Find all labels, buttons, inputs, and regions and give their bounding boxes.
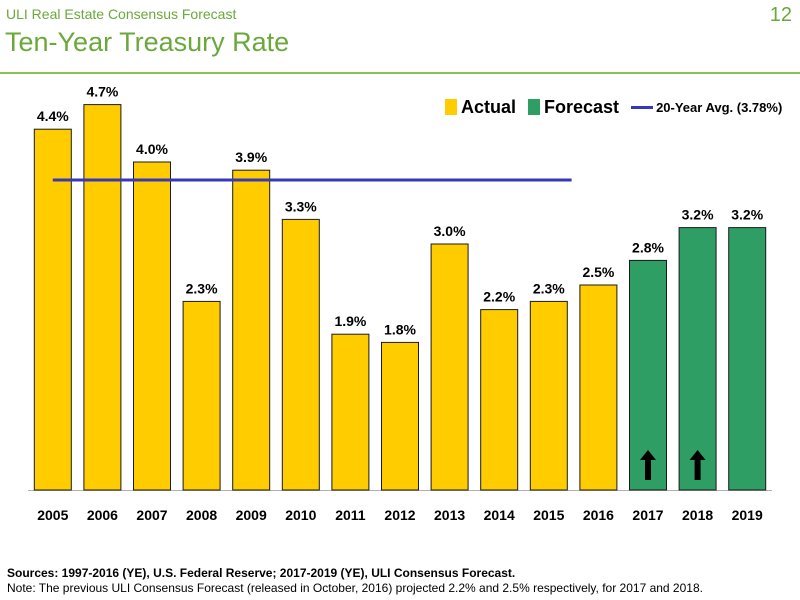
- bar-2006: [83, 104, 122, 491]
- page-number: 12: [769, 4, 792, 26]
- data-label-2014: 2.2%: [483, 289, 515, 305]
- legend-label-average: 20-Year Avg. (3.78%): [656, 99, 783, 115]
- data-label-2006: 4.7%: [86, 84, 118, 100]
- bar-2019: [728, 227, 767, 491]
- legend-label-forecast: Forecast: [544, 96, 620, 117]
- chart-legend: Actual Forecast 20-Year Avg. (3.78%): [445, 93, 794, 121]
- bar-2016: [579, 284, 618, 491]
- bar-2007: [133, 161, 171, 491]
- data-label-2009: 3.9%: [235, 149, 267, 165]
- bar-2018: [678, 227, 717, 491]
- legend-swatch-actual: [445, 99, 457, 115]
- bar-2015: [529, 300, 568, 491]
- legend-swatch-forecast: [528, 99, 541, 115]
- data-label-2017: 2.8%: [632, 239, 664, 255]
- data-label-2018: 3.2%: [682, 207, 714, 223]
- legend-label-actual: Actual: [461, 96, 517, 117]
- x-tick-label-2014: 2014: [484, 507, 515, 523]
- report-subtitle: ULI Real Estate Consensus Forecast: [6, 6, 237, 22]
- x-tick-label-2005: 2005: [37, 507, 68, 523]
- x-tick-label-2016: 2016: [583, 507, 614, 523]
- data-label-2019: 3.2%: [731, 207, 763, 223]
- up-arrow-icon: [689, 450, 706, 480]
- data-label-2008: 2.3%: [186, 280, 218, 296]
- data-label-2013: 3.0%: [434, 223, 466, 239]
- slide-footer: Sources: 1997-2016 (YE), U.S. Federal Re…: [7, 566, 797, 596]
- bar-2013: [430, 243, 469, 491]
- x-tick-label-2007: 2007: [136, 507, 167, 523]
- bar-2010: [281, 218, 320, 491]
- x-tick-label-2011: 2011: [335, 507, 366, 523]
- bar-chart: 4.4% 4.7% 4.0% 2.3% 3.9% 3.3% 1.9% 1.8% 3.0% 2.2%…: [28, 84, 772, 523]
- x-tick-label-2017: 2017: [632, 507, 663, 523]
- data-label-2011: 1.9%: [334, 313, 366, 329]
- bar-2014: [480, 309, 519, 491]
- x-tick-label-2008: 2008: [186, 507, 217, 523]
- x-tick-label-2019: 2019: [732, 507, 763, 523]
- note-text: Note: The previous ULI Consensus Forecas…: [7, 581, 703, 595]
- up-arrow-icon: [640, 450, 656, 480]
- x-tick-label-2010: 2010: [285, 507, 316, 523]
- header-divider: [0, 72, 800, 74]
- x-tick-label-2006: 2006: [87, 507, 118, 523]
- x-tick-label-2018: 2018: [682, 507, 713, 523]
- data-label-2016: 2.5%: [582, 264, 614, 280]
- bar-2012: [381, 341, 419, 491]
- x-tick-label-2013: 2013: [434, 507, 465, 523]
- x-tick-label-2012: 2012: [384, 507, 415, 523]
- bar-2005: [33, 128, 72, 491]
- sources-text: Sources: 1997-2016 (YE), U.S. Federal Re…: [7, 566, 516, 580]
- data-label-2015: 2.3%: [533, 280, 565, 296]
- bar-2009: [232, 169, 271, 491]
- data-label-2007: 4.0%: [136, 141, 168, 157]
- page-title: Ten-Year Treasury Rate: [5, 27, 290, 57]
- x-tick-label-2015: 2015: [533, 507, 564, 523]
- x-tick-label-2009: 2009: [236, 507, 267, 523]
- legend-item-actual: Actual: [445, 97, 516, 118]
- data-label-2005: 4.4%: [37, 108, 69, 124]
- slide-header: ULI Real Estate Consensus Forecast Ten-Y…: [0, 0, 800, 74]
- bar-2011: [331, 333, 370, 491]
- data-label-2012: 1.8%: [384, 321, 416, 337]
- legend-item-forecast: Forecast: [528, 97, 619, 118]
- bar-2008: [182, 300, 221, 491]
- legend-item-average: 20-Year Avg. (3.78%): [631, 100, 782, 115]
- legend-line-average: [631, 105, 654, 109]
- data-label-2010: 3.3%: [285, 198, 317, 214]
